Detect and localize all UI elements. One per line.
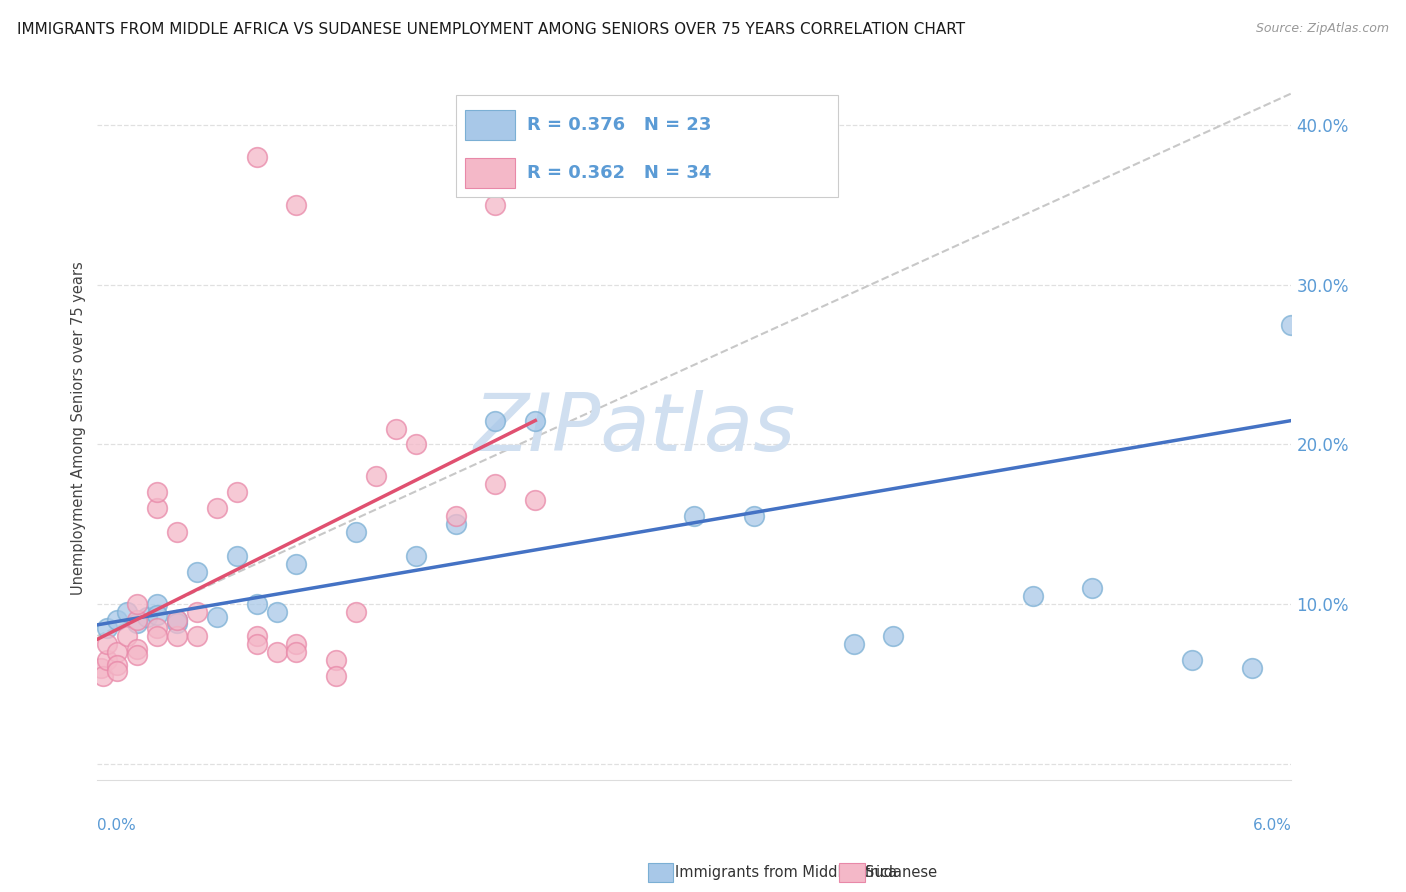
Point [96, 653, 118, 667]
Point [1181, 653, 1204, 667]
Point [484, 198, 506, 212]
Y-axis label: Unemployment Among Seniors over 75 years: Unemployment Among Seniors over 75 years [72, 261, 86, 595]
Point [127, 613, 149, 627]
Point [1081, 581, 1104, 595]
Point [105, 613, 128, 627]
Point [186, 629, 208, 643]
Point [1281, 318, 1303, 332]
Point [882, 629, 904, 643]
Point [225, 549, 247, 564]
Point [105, 664, 128, 678]
Point [285, 557, 308, 571]
Point [246, 629, 269, 643]
Point [285, 198, 308, 212]
Point [93, 669, 115, 683]
Point [146, 608, 169, 623]
Point [246, 597, 269, 611]
Point [96, 637, 118, 651]
Point [127, 641, 149, 656]
Point [127, 616, 149, 631]
Point [166, 613, 188, 627]
FancyBboxPatch shape [456, 95, 838, 197]
Point [1022, 589, 1045, 603]
Point [266, 645, 288, 659]
Point [166, 629, 188, 643]
Point [683, 509, 706, 524]
Text: IMMIGRANTS FROM MIDDLE AFRICA VS SUDANESE UNEMPLOYMENT AMONG SENIORS OVER 75 YEA: IMMIGRANTS FROM MIDDLE AFRICA VS SUDANES… [17, 22, 965, 37]
Point [325, 653, 347, 667]
Point [225, 485, 247, 500]
Point [117, 605, 139, 619]
Point [285, 645, 308, 659]
Text: Sudanese: Sudanese [865, 865, 936, 880]
Point [524, 413, 547, 427]
Text: R = 0.376   N = 23: R = 0.376 N = 23 [527, 116, 711, 134]
Point [96, 621, 118, 635]
Point [146, 501, 169, 516]
Point [524, 493, 547, 508]
Text: 0.0%: 0.0% [97, 818, 136, 833]
Point [186, 565, 208, 579]
Text: Immigrants from Middle Africa: Immigrants from Middle Africa [675, 865, 897, 880]
Point [344, 605, 367, 619]
Point [1240, 661, 1263, 675]
Point [344, 525, 367, 540]
Point [524, 174, 547, 188]
Point [146, 485, 169, 500]
Point [105, 657, 128, 672]
Text: ZIPatlas: ZIPatlas [474, 390, 796, 467]
FancyBboxPatch shape [465, 111, 516, 140]
Point [166, 525, 188, 540]
Point [444, 509, 467, 524]
Text: Source: ZipAtlas.com: Source: ZipAtlas.com [1256, 22, 1389, 36]
Point [136, 610, 159, 624]
Point [186, 605, 208, 619]
Text: R = 0.362   N = 34: R = 0.362 N = 34 [527, 164, 711, 182]
Point [405, 437, 427, 451]
Point [127, 597, 149, 611]
Point [742, 509, 765, 524]
Point [127, 648, 149, 662]
Point [166, 616, 188, 631]
Point [205, 501, 228, 516]
Point [205, 610, 228, 624]
Point [325, 669, 347, 683]
Point [285, 637, 308, 651]
Point [146, 621, 169, 635]
Point [246, 150, 269, 164]
Point [146, 597, 169, 611]
Point [105, 645, 128, 659]
Point [146, 629, 169, 643]
Point [842, 637, 865, 651]
Point [364, 469, 387, 483]
FancyBboxPatch shape [465, 158, 516, 187]
Point [385, 421, 408, 435]
Point [484, 477, 506, 491]
Point [266, 605, 288, 619]
Point [117, 629, 139, 643]
Point [484, 413, 506, 427]
Point [405, 549, 427, 564]
Point [90, 661, 112, 675]
Point [444, 517, 467, 532]
Point [166, 613, 188, 627]
Point [246, 637, 269, 651]
Text: 6.0%: 6.0% [1253, 818, 1292, 833]
